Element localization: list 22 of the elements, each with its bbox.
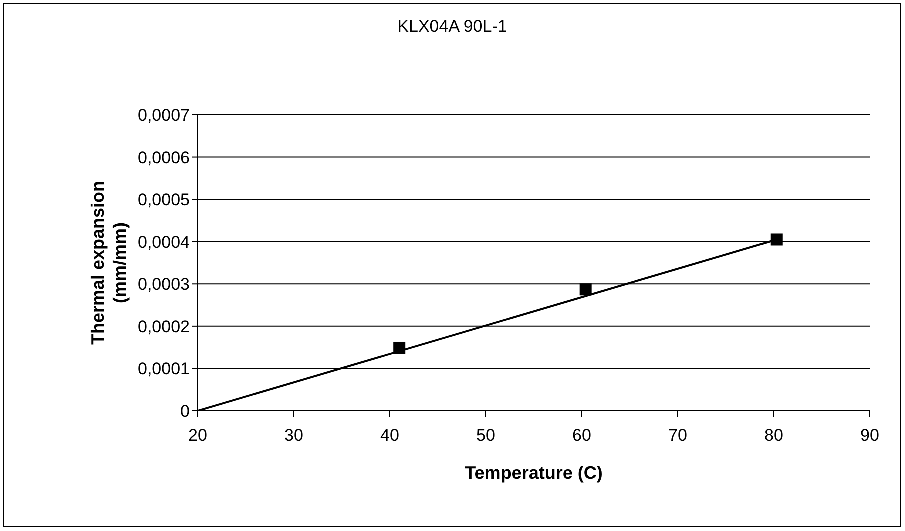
x-tick-label: 80 [764,426,784,446]
x-axis-title: Temperature (C) [465,463,603,483]
point [580,284,592,296]
x-tick-label: 20 [188,426,208,446]
y-tick-label: 0,0002 [138,317,190,336]
point [394,342,406,354]
y-tick-label: 0,0005 [138,190,190,210]
chart-title: KLX04A 90L-1 [396,17,508,37]
point [770,234,783,246]
x-tick-label: 90 [860,426,880,446]
x-tick-label: 30 [284,426,304,446]
y-tick-label: 0 [180,402,190,422]
y-tick-label: 0,0006 [138,148,190,168]
y-tick-label: 0,0003 [138,275,190,294]
y-tick-label: 0,0001 [138,360,190,379]
y-tick-label: 0,0004 [138,232,190,252]
y-tick-label: 0,0007 [138,106,190,126]
x-tick-label: 70 [668,426,688,446]
x-tick-label: 60 [572,426,592,446]
y-axis-title: Thermal expansion (mm/mm) [88,180,130,346]
x-tick-label: 40 [380,426,400,446]
x-tick-label: 50 [476,426,496,446]
